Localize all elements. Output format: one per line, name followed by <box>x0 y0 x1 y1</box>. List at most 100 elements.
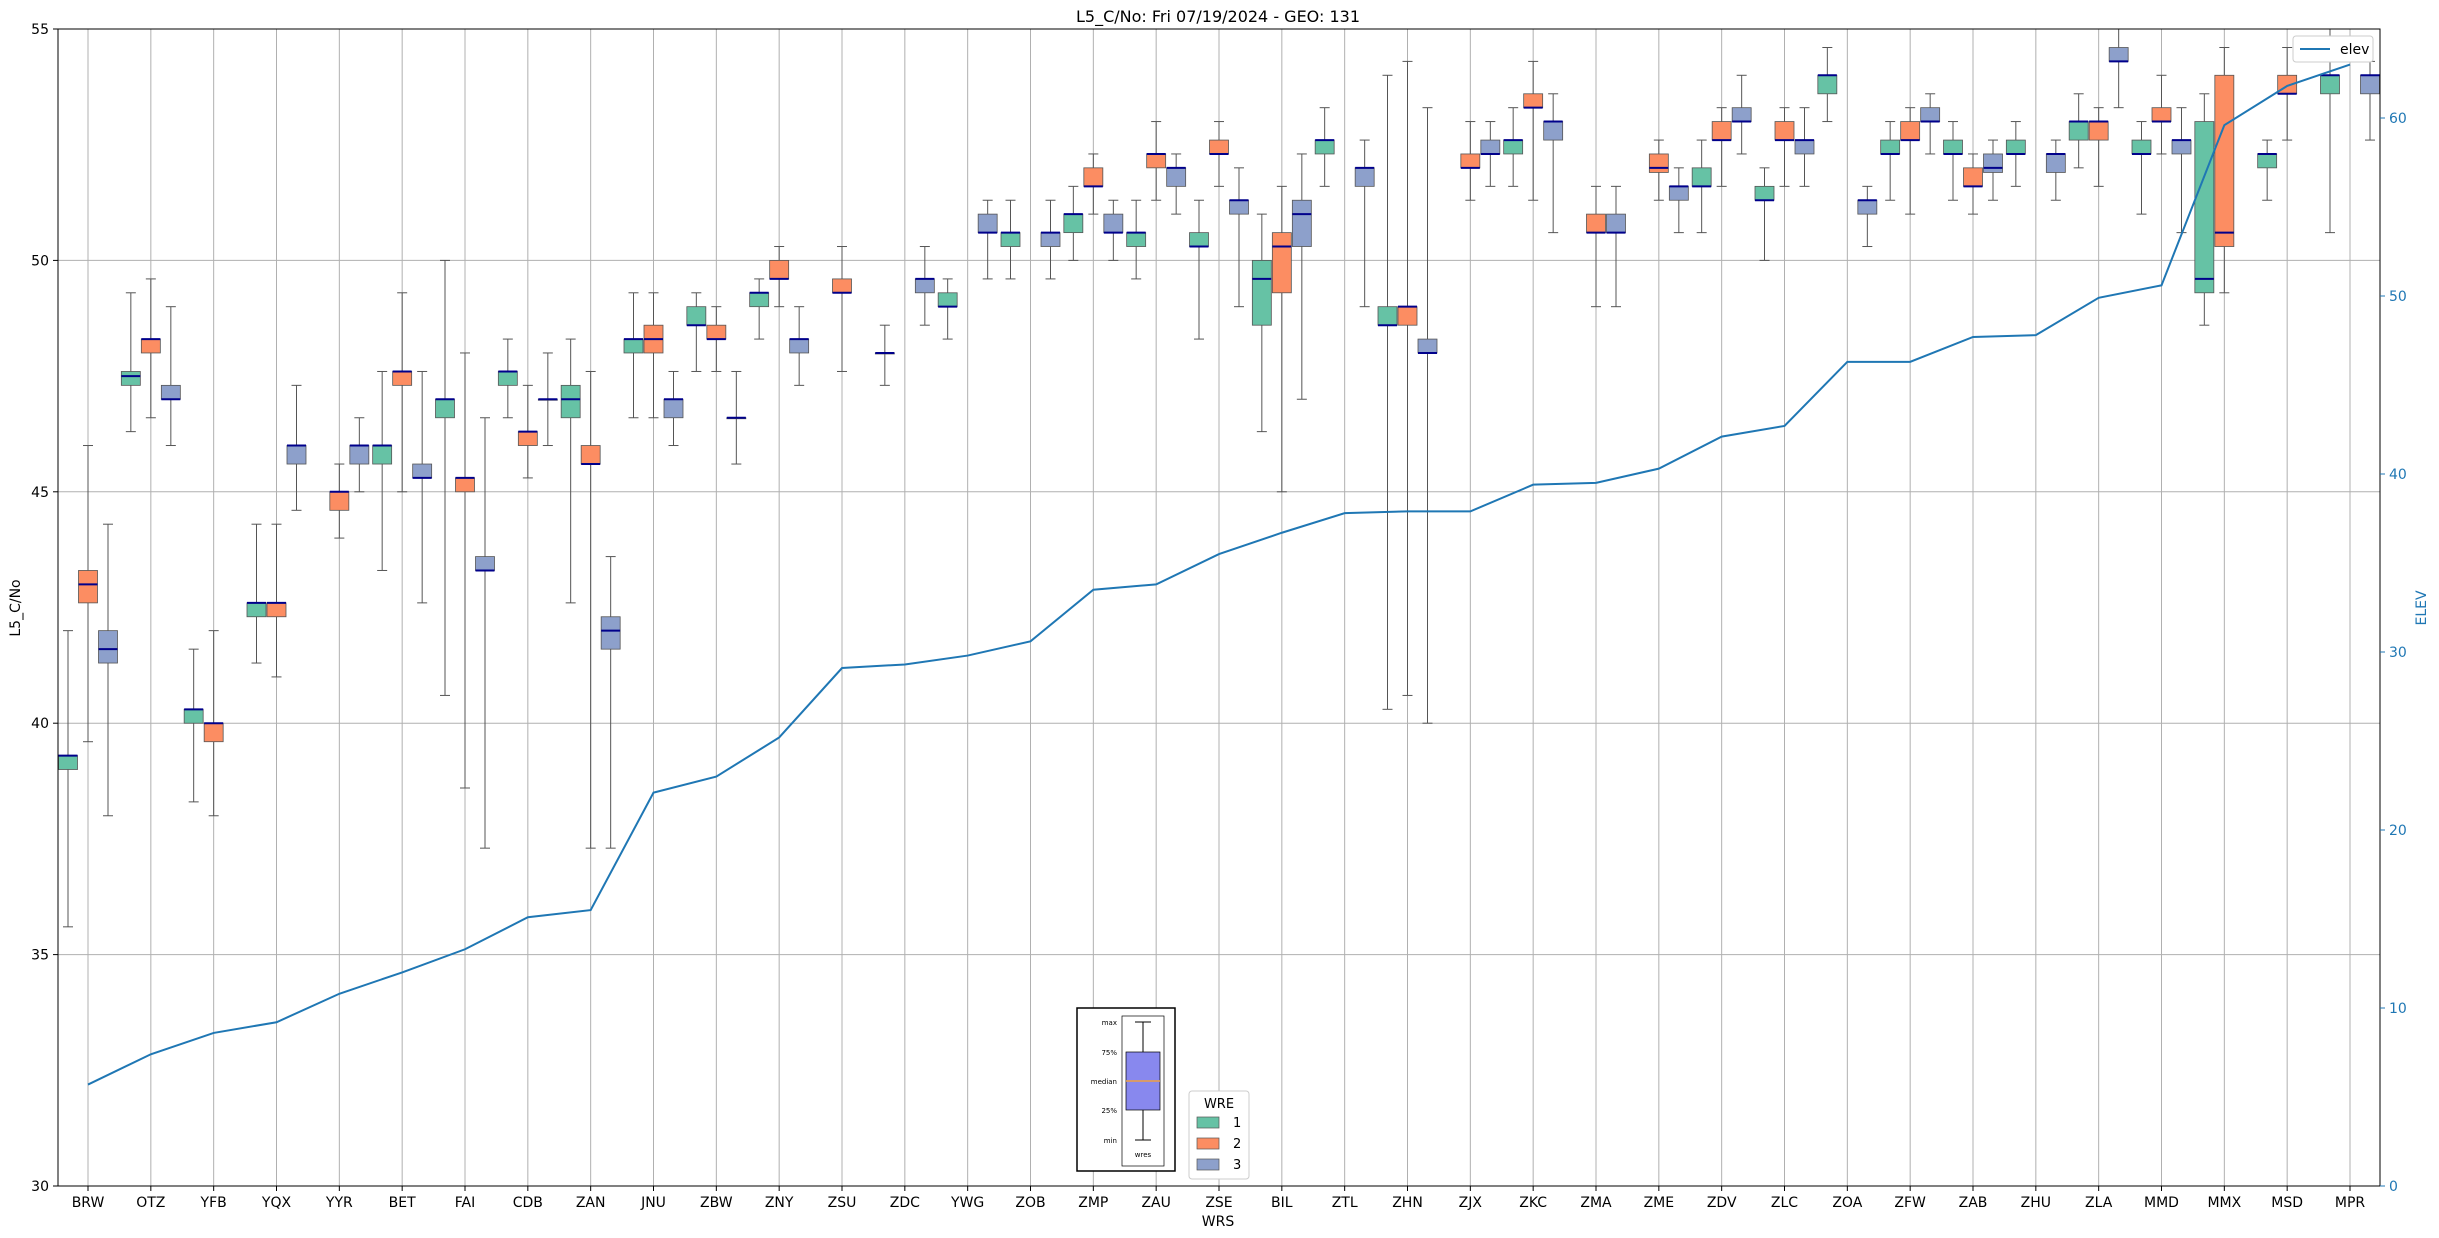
box-series-1 <box>1189 232 1209 247</box>
box-series-1 <box>937 292 958 308</box>
x-tick-label: ZDV <box>1707 1195 1737 1211</box>
box-series-3 <box>1794 139 1815 155</box>
box-series-1 <box>2068 121 2089 141</box>
elev-legend: elev <box>2292 35 2374 63</box>
x-tick-label: ZAN <box>576 1195 606 1211</box>
box-series-1 <box>560 384 581 419</box>
x-tick-label: ZBW <box>700 1195 733 1211</box>
box-series-1 <box>1943 139 1963 155</box>
x-tick-label: ZFW <box>1894 1195 1926 1211</box>
x-tick-label: MMX <box>2207 1195 2241 1211</box>
box-series-1 <box>1503 139 1524 155</box>
y-right-tick-label: 20 <box>2389 823 2407 839</box>
y-right-tick-label: 30 <box>2389 645 2407 661</box>
wre-legend-swatch-2 <box>1196 1137 1220 1150</box>
box-series-3 <box>1857 199 1878 215</box>
wre-legend-label-1: 1 <box>1233 1116 1241 1131</box>
box-series-1 <box>58 755 78 770</box>
box-series-2 <box>1397 306 1418 326</box>
box-series-3 <box>1417 338 1438 354</box>
box-series-2 <box>1209 139 1229 155</box>
y-axis-label: L5_C/No <box>8 579 24 636</box>
x-tick-label: YWG <box>950 1195 984 1211</box>
box-series-1 <box>1314 139 1335 155</box>
box-series-1 <box>497 371 518 386</box>
box-series-3 <box>475 556 495 571</box>
box-series-2 <box>1711 121 1732 141</box>
box-series-1 <box>2131 139 2152 155</box>
y-right-tick-label: 50 <box>2389 289 2407 305</box>
box-series-1 <box>1251 259 1272 326</box>
x-tick-label: ZHN <box>1392 1195 1423 1211</box>
box-series-2 <box>1523 93 1544 109</box>
box-series-1 <box>1880 139 1901 155</box>
x-tick-label: BET <box>389 1195 416 1211</box>
wre-legend-label-2: 2 <box>1233 1137 1241 1152</box>
y-tick-label: 45 <box>31 485 49 501</box>
wre-legend: WRE 1 2 3 <box>1188 1090 1250 1180</box>
y-right-tick-label: 10 <box>2389 1001 2407 1017</box>
box-series-1 <box>1691 167 1712 187</box>
box-series-1 <box>2194 121 2215 294</box>
box-series-1 <box>1377 306 1398 326</box>
box-series-3 <box>1668 185 1689 201</box>
x-tick-label: ZNY <box>765 1195 794 1211</box>
box-series-2 <box>1774 121 1795 141</box>
y-right-tick-label: 0 <box>2389 1179 2398 1195</box>
box-series-3 <box>160 384 181 400</box>
box-series-1 <box>1126 232 1147 247</box>
x-tick-label: ZOA <box>1832 1195 1862 1211</box>
box-series-2 <box>769 259 790 280</box>
inset-inner-frame <box>1121 1015 1165 1167</box>
box-series-2 <box>1460 153 1481 169</box>
box-series-2 <box>329 491 350 511</box>
inset-label-75: 75% <box>1101 1049 1117 1057</box>
box-series-1 <box>623 338 644 354</box>
x-tick-label: ZAB <box>1959 1195 1988 1211</box>
x-tick-label: ZSU <box>828 1195 857 1211</box>
box-series-2 <box>266 602 287 618</box>
x-tick-label: MSD <box>2271 1195 2303 1211</box>
box-series-1 <box>372 445 393 465</box>
box-series-3 <box>1983 153 2003 173</box>
box-series-1 <box>1754 185 1775 201</box>
box-series-2 <box>392 371 413 386</box>
x-tick-label: YYR <box>325 1195 353 1211</box>
box-series-3 <box>286 445 307 465</box>
y-tick-label: 55 <box>31 22 49 38</box>
box-series-3 <box>1166 167 1187 187</box>
elev-legend-frame <box>2292 35 2374 63</box>
elev-series-line <box>87 63 2351 1086</box>
box-series-2 <box>580 445 601 465</box>
box-series-2 <box>1900 121 1921 141</box>
x-tick-label: ZSE <box>1205 1195 1232 1211</box>
box-series-1 <box>749 292 770 308</box>
box-series-1 <box>1063 213 1084 234</box>
box-series-1 <box>2257 153 2278 169</box>
x-tick-label: JNU <box>640 1195 666 1211</box>
box-series-2 <box>1586 213 1606 234</box>
box-series-2 <box>203 722 224 743</box>
box-series-3 <box>1731 107 1752 122</box>
x-tick-label: YQX <box>261 1195 292 1211</box>
box-series-2 <box>1083 167 1104 187</box>
x-tick-label: ZJX <box>1459 1195 1483 1211</box>
box-series-3 <box>1920 107 1941 122</box>
box-series-3 <box>1291 199 1312 247</box>
box-series-3 <box>1229 199 1249 215</box>
box-series-3 <box>600 616 621 650</box>
box-series-1 <box>686 306 707 326</box>
axes: BRW OTZ YFB YQX YYR BET FAI CDB ZAN JNU ZBW ZNY ZSU Z… <box>31 22 2407 1211</box>
x-axis-label: WRS <box>1202 1214 1235 1230</box>
box-series-3 <box>663 398 684 419</box>
x-tick-label: ZHU <box>2021 1195 2051 1211</box>
box-series-3 <box>2045 153 2066 173</box>
x-tick-label: YFB <box>200 1195 227 1211</box>
box-series-3 <box>98 630 118 664</box>
box-series-3 <box>1543 121 1564 141</box>
box-series-1 <box>1817 74 1838 95</box>
inset-label-wres: wres <box>1135 1151 1152 1159</box>
x-tick-label: BIL <box>1271 1195 1293 1211</box>
wre-legend-swatch-3 <box>1196 1158 1220 1171</box>
x-tick-label: BRW <box>72 1195 105 1211</box>
